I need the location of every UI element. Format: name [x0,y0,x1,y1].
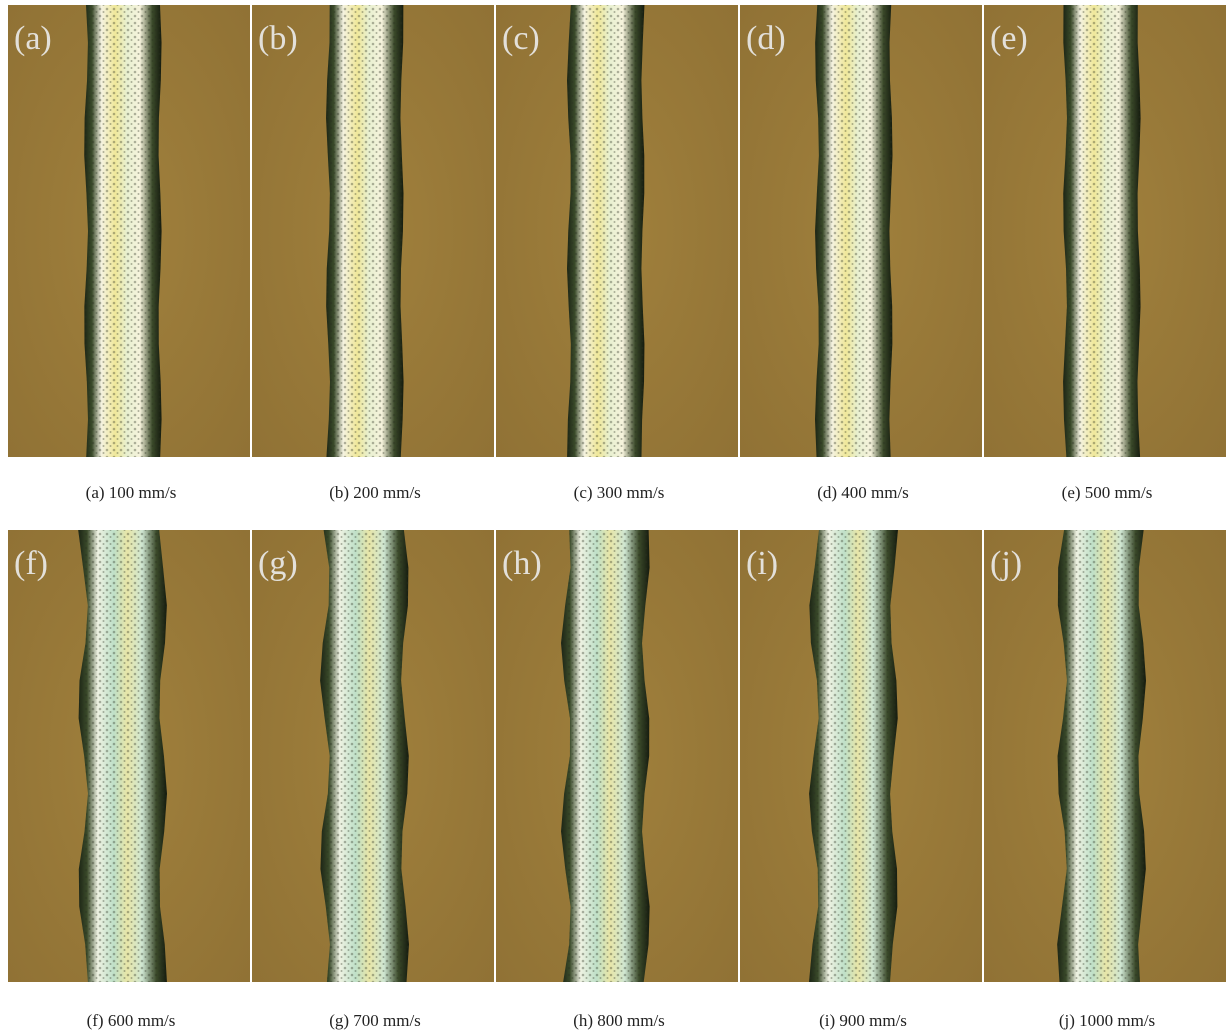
track-texture [1063,5,1141,457]
micrograph-panel: (h) [496,530,738,982]
track-texture [567,5,645,457]
track-texture [78,530,167,982]
micrograph-panel: (c) [496,5,738,457]
panel-tag: (b) [258,20,298,57]
panel-caption: (e) 500 mm/s [1062,483,1153,502]
track-texture [320,530,409,982]
track-texture [1057,530,1146,982]
panel-tag: (g) [258,545,298,582]
track-texture [84,5,162,457]
panel-caption: (f) 600 mm/s [87,1011,176,1030]
panel-tag: (h) [502,545,542,582]
micrograph-panel: (g) [252,530,494,982]
panel-caption: (a) 100 mm/s [86,483,177,502]
panel-caption: (g) 700 mm/s [329,1011,421,1030]
micrograph-panel: (j) [984,530,1226,982]
panel-tag: (c) [502,20,540,57]
panel-tag: (e) [990,20,1028,57]
micrograph-panel: (a) [8,5,250,457]
micrograph-panel: (e) [984,5,1226,457]
panel-caption: (c) 300 mm/s [574,483,665,502]
panel-caption: (h) 800 mm/s [573,1011,665,1030]
panel-caption: (j) 1000 mm/s [1059,1011,1155,1030]
panel-caption: (b) 200 mm/s [329,483,421,502]
micrograph-panel: (d) [740,5,982,457]
track-texture [809,530,898,982]
micrograph-panel: (f) [8,530,250,982]
panel-tag: (f) [14,545,48,582]
micrograph-panel: (i) [740,530,982,982]
panel-tag: (a) [14,20,52,57]
track-texture [326,5,404,457]
panel-caption: (i) 900 mm/s [819,1011,907,1030]
panel-tag: (i) [746,545,778,582]
panel-tag: (d) [746,20,786,57]
panel-caption: (d) 400 mm/s [817,483,909,502]
track-texture [561,530,650,982]
micrograph-panel: (b) [252,5,494,457]
panel-tag: (j) [990,545,1022,582]
track-texture [815,5,893,457]
